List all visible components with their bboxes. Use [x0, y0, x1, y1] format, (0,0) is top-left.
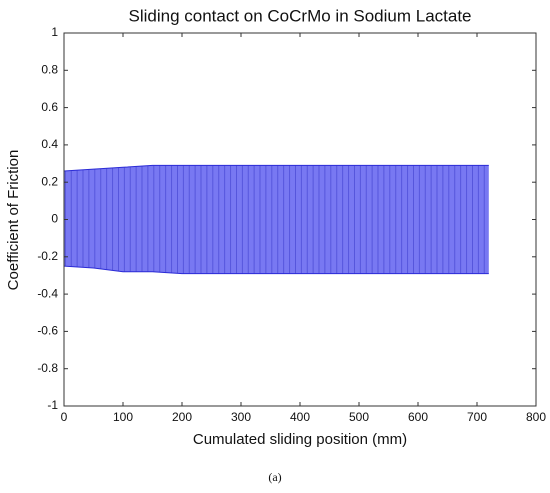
x-axis-label: Cumulated sliding position (mm) [193, 431, 407, 448]
plot-area [63, 164, 489, 275]
y-tick-label: -0.4 [37, 286, 58, 300]
y-tick-label: 0.4 [41, 137, 58, 151]
x-tick-label: 500 [349, 410, 369, 424]
chart-title: Sliding contact on CoCrMo in Sodium Lact… [128, 6, 471, 25]
y-tick-label: -1 [47, 398, 58, 412]
upper-envelope [63, 164, 489, 172]
x-tick-label: 300 [231, 410, 251, 424]
x-tick-label: 200 [172, 410, 192, 424]
caption: (a) [268, 470, 281, 484]
y-tick-label: 1 [51, 25, 58, 39]
x-tick-label: 400 [290, 410, 310, 424]
x-tick-label: 600 [408, 410, 428, 424]
x-tick-label: 100 [113, 410, 133, 424]
y-tick-label: 0.8 [41, 62, 58, 76]
x-tick-label: 0 [61, 410, 68, 424]
lower-envelope [63, 265, 489, 275]
y-tick-label: -0.6 [37, 324, 58, 338]
y-tick-label: 0.2 [41, 174, 58, 188]
y-tick-label: -0.2 [37, 249, 58, 263]
x-tick-label: 700 [467, 410, 487, 424]
y-axis-label: Coefficient of Friction [5, 150, 22, 291]
y-tick-label: -0.8 [37, 361, 58, 375]
y-tick-label: 0 [51, 212, 58, 226]
y-tick-label: 0.6 [41, 100, 58, 114]
x-tick-label: 800 [526, 410, 546, 424]
band-stripes [64, 165, 489, 274]
